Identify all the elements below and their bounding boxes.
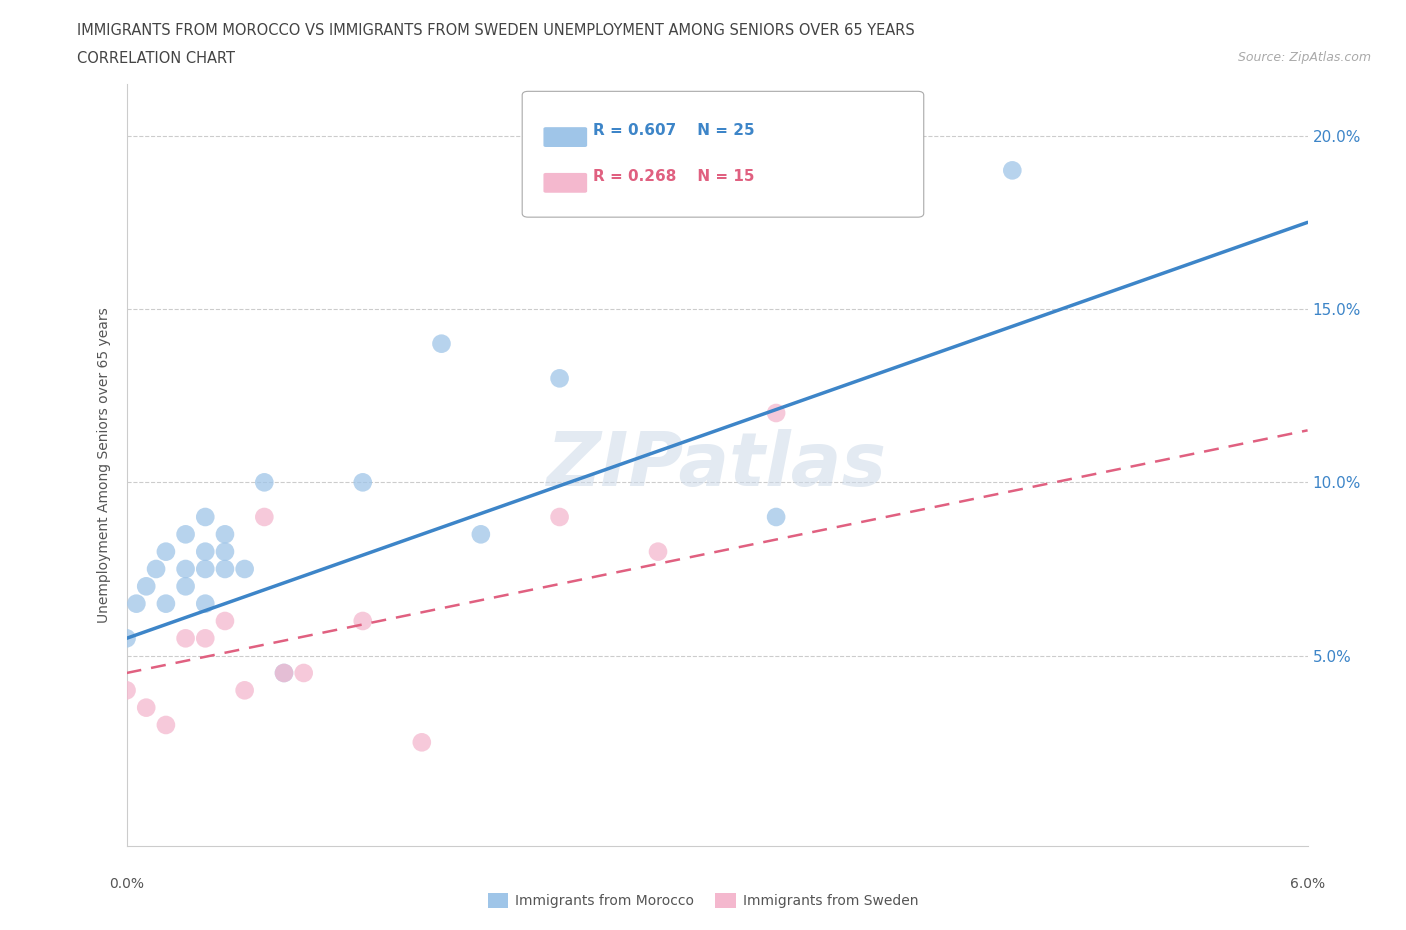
Point	[174, 527, 197, 542]
Point	[273, 666, 295, 681]
Point	[155, 718, 177, 733]
Point	[470, 527, 492, 542]
Text: CORRELATION CHART: CORRELATION CHART	[77, 51, 235, 66]
Point	[765, 510, 787, 525]
Point	[214, 614, 236, 629]
Point	[194, 544, 217, 559]
FancyBboxPatch shape	[544, 173, 588, 193]
Point	[647, 544, 669, 559]
Point	[548, 371, 571, 386]
FancyBboxPatch shape	[544, 127, 588, 147]
Text: R = 0.268    N = 15: R = 0.268 N = 15	[593, 169, 755, 184]
Text: R = 0.607    N = 25: R = 0.607 N = 25	[593, 124, 755, 139]
Point	[194, 562, 217, 577]
Point	[194, 596, 217, 611]
Point	[115, 631, 138, 645]
Point	[174, 578, 197, 593]
Point	[411, 735, 433, 750]
Y-axis label: Unemployment Among Seniors over 65 years: Unemployment Among Seniors over 65 years	[97, 307, 111, 623]
Point	[273, 666, 295, 681]
Point	[765, 405, 787, 420]
Text: IMMIGRANTS FROM MOROCCO VS IMMIGRANTS FROM SWEDEN UNEMPLOYMENT AMONG SENIORS OVE: IMMIGRANTS FROM MOROCCO VS IMMIGRANTS FR…	[77, 23, 915, 38]
Point	[155, 596, 177, 611]
Point	[155, 544, 177, 559]
Text: ZIPatlas: ZIPatlas	[547, 429, 887, 501]
Point	[174, 562, 197, 577]
Point	[292, 666, 315, 681]
Text: 6.0%: 6.0%	[1291, 877, 1324, 891]
Text: 0.0%: 0.0%	[110, 877, 143, 891]
Point	[194, 510, 217, 525]
Point	[214, 562, 236, 577]
Point	[430, 337, 453, 352]
Point	[135, 578, 157, 593]
Point	[253, 475, 276, 490]
Point	[194, 631, 217, 645]
Point	[135, 700, 157, 715]
Legend: Immigrants from Morocco, Immigrants from Sweden: Immigrants from Morocco, Immigrants from…	[482, 888, 924, 914]
Point	[214, 544, 236, 559]
Point	[233, 562, 256, 577]
Point	[115, 683, 138, 698]
Text: Source: ZipAtlas.com: Source: ZipAtlas.com	[1237, 51, 1371, 64]
Point	[233, 683, 256, 698]
Point	[253, 510, 276, 525]
Point	[1001, 163, 1024, 178]
Point	[145, 562, 167, 577]
Point	[352, 475, 374, 490]
Point	[125, 596, 148, 611]
Point	[548, 510, 571, 525]
Point	[352, 614, 374, 629]
Point	[174, 631, 197, 645]
FancyBboxPatch shape	[522, 91, 924, 218]
Point	[214, 527, 236, 542]
